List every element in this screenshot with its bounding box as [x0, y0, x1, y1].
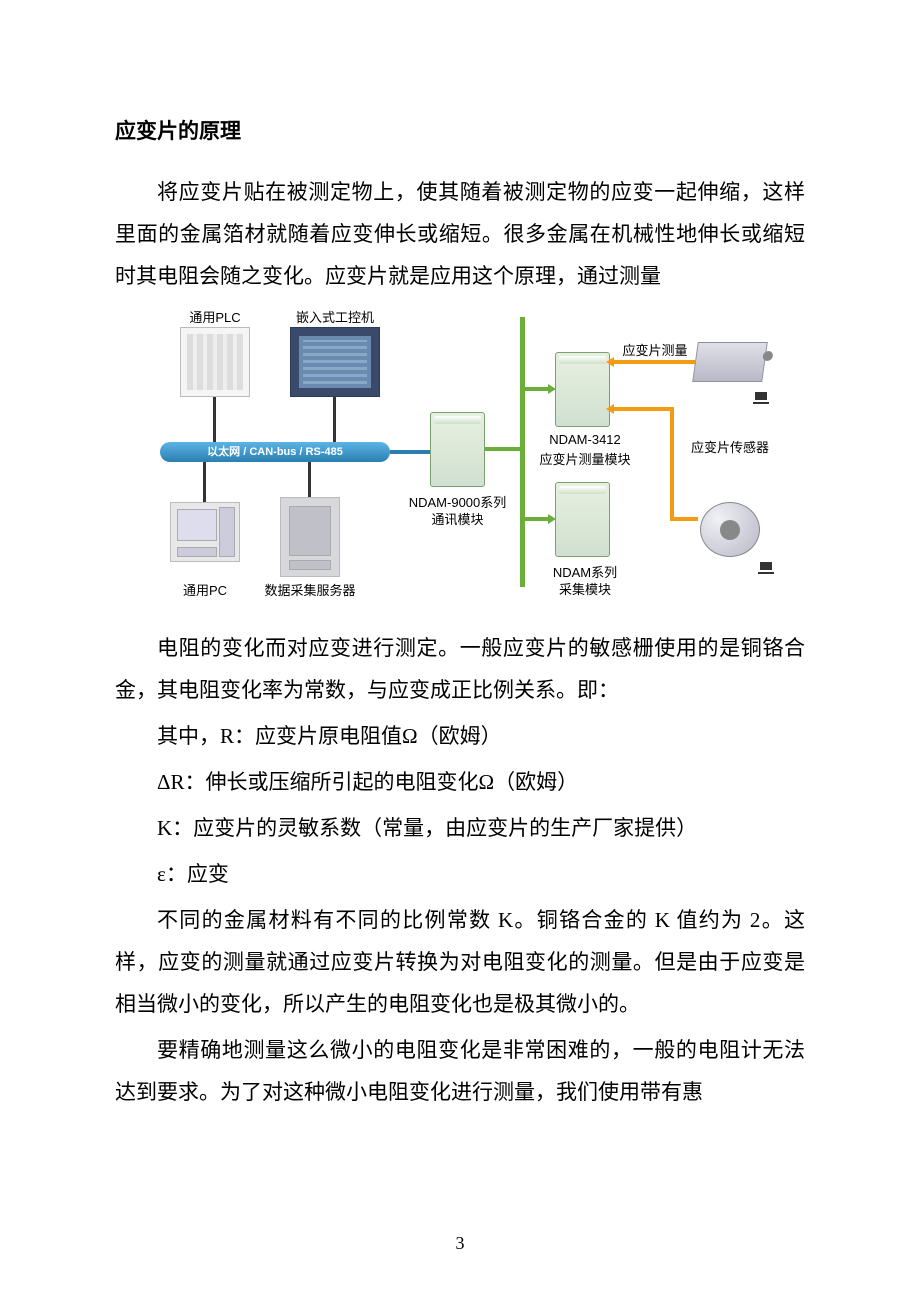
label-ndam3412-sub: 应变片测量模块: [535, 449, 635, 468]
node-server: [280, 497, 340, 577]
label-plc: 通用PLC: [180, 307, 250, 326]
node-ndam3412: [555, 352, 610, 427]
green-link: [520, 517, 550, 521]
orange-link: [610, 360, 695, 364]
bus-bar: 以太网 / CAN-bus / RS-485: [160, 442, 390, 462]
label-server: 数据采集服务器: [260, 580, 360, 599]
label-ndam3412: NDAM-3412: [540, 432, 630, 447]
node-ndam9000: [430, 412, 485, 487]
sensor-dot-icon: [758, 572, 774, 574]
label-pc: 通用PC: [170, 580, 240, 599]
orange-link: [610, 407, 670, 411]
def-e: ε：应变: [115, 853, 805, 895]
node-ndam-series: [555, 482, 610, 557]
node-plc: [180, 327, 250, 397]
sensor-dot-icon: [755, 392, 767, 400]
node-sensor-top: [692, 342, 768, 382]
green-link: [520, 387, 550, 391]
sensor-dot-icon: [760, 562, 772, 570]
sensor-dot-icon: [753, 402, 769, 404]
paragraph-4: 要精确地测量这么微小的电阻变化是非常困难的，一般的电阻计无法达到要求。为了对这种…: [115, 1029, 805, 1113]
node-pc: [170, 502, 240, 562]
system-diagram: 通用PLC 嵌入式工控机 以太网 / CAN-bus / RS-485 通用PC…: [140, 307, 780, 607]
paragraph-2: 电阻的变化而对应变进行测定。一般应变片的敏感栅使用的是铜铬合金，其电阻变化率为常…: [115, 627, 805, 711]
orange-link: [670, 407, 674, 517]
label-ipc: 嵌入式工控机: [290, 307, 380, 326]
node-sensor-bottom: [700, 502, 760, 557]
connector: [308, 462, 311, 497]
connector: [390, 450, 430, 454]
page-number: 3: [0, 1233, 920, 1254]
green-link: [485, 447, 525, 451]
label-ndam-series-sub: 采集模块: [545, 579, 625, 598]
node-ipc: [290, 327, 380, 397]
arrow-icon: [606, 357, 614, 367]
paragraph-3: 不同的金属材料有不同的比例常数 K。铜铬合金的 K 值约为 2。这样，应变的测量…: [115, 899, 805, 1025]
paragraph-1: 将应变片贴在被测定物上，使其随着被测定物的应变一起伸缩，这样里面的金属箔材就随着…: [115, 171, 805, 297]
arrow-icon: [606, 404, 614, 414]
def-r: 其中，R：应变片原电阻值Ω（欧姆）: [115, 715, 805, 757]
connector: [203, 462, 206, 502]
def-k: K：应变片的灵敏系数（常量，由应变片的生产厂家提供）: [115, 807, 805, 849]
def-dr: ΔR：伸长或压缩所引起的电阻变化Ω（欧姆）: [115, 761, 805, 803]
connector: [333, 397, 336, 442]
section-heading: 应变片的原理: [115, 115, 805, 145]
orange-link: [670, 517, 698, 521]
label-ndam9000-sub: 通讯模块: [400, 509, 515, 528]
label-strain-meas: 应变片测量: [620, 340, 690, 359]
green-trunk: [520, 317, 525, 587]
connector: [213, 397, 216, 442]
label-strain-sensor: 应变片传感器: [685, 437, 775, 456]
